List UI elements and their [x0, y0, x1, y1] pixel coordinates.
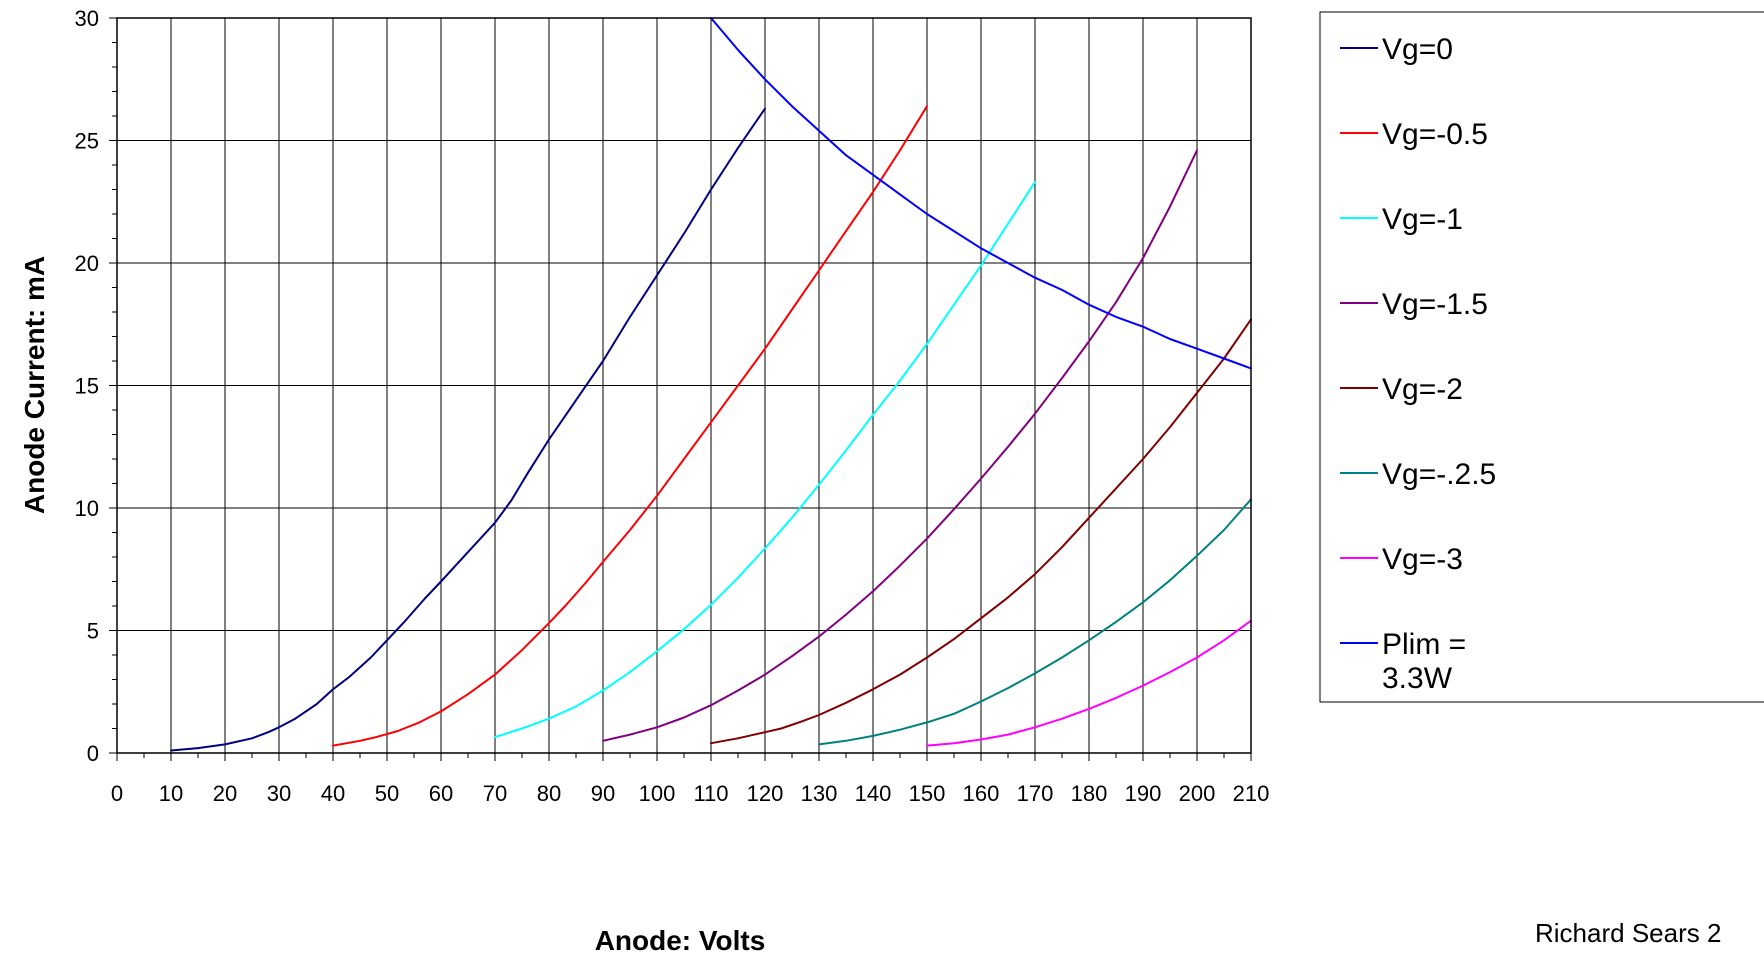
credit-text: Richard Sears 2	[1535, 918, 1721, 948]
x-tick-label: 120	[747, 781, 784, 806]
legend-label: Vg=-1.5	[1382, 288, 1488, 321]
x-tick-label: 100	[639, 781, 676, 806]
series-line-4	[710, 318, 1252, 745]
x-tick-label: 110	[693, 781, 728, 806]
x-tick-label: 20	[213, 781, 237, 806]
y-tick-label: 25	[75, 129, 99, 154]
y-axis-label: Anode Current: mA	[19, 256, 50, 514]
series-line-0	[170, 107, 766, 752]
series-lines	[170, 17, 1252, 752]
y-tick-label: 0	[87, 741, 99, 766]
legend-label: Vg=-2	[1382, 373, 1463, 406]
legend-label: Vg=-3	[1382, 543, 1463, 576]
x-tick-label: 0	[111, 781, 123, 806]
x-tick-label: 10	[159, 781, 183, 806]
x-tick-label: 80	[537, 781, 561, 806]
x-tick-label: 70	[483, 781, 507, 806]
y-tick-label: 15	[75, 374, 99, 399]
legend-box	[1319, 11, 1764, 703]
series-line-7	[710, 17, 1252, 370]
x-tick-label: 180	[1071, 781, 1108, 806]
axis-ticks	[109, 17, 1252, 761]
legend-label: Vg=0	[1382, 33, 1453, 66]
y-tick-label: 30	[75, 6, 99, 31]
x-tick-label: 170	[1017, 781, 1054, 806]
x-tick-labels: 0 10 20 30 40 50 60 70 80 90 100 110 120 130 140 150 160…	[111, 781, 1269, 806]
series-line-6	[926, 619, 1252, 747]
legend-label: Vg=-0.5	[1382, 118, 1488, 151]
legend-label: Plim = 3.3W	[1382, 628, 1466, 695]
x-tick-label: 190	[1125, 781, 1162, 806]
series-line-3	[602, 149, 1198, 742]
series-line-1	[332, 105, 928, 747]
x-tick-label: 30	[267, 781, 291, 806]
x-axis-label: Anode: Volts	[595, 925, 766, 956]
legend-label: Vg=-1	[1382, 203, 1463, 236]
x-tick-label: 130	[801, 781, 838, 806]
x-tick-label: 50	[375, 781, 399, 806]
y-tick-labels: 0 5 10 15 20 25 30	[75, 6, 99, 766]
y-tick-label: 20	[75, 251, 99, 276]
series-line-5	[818, 498, 1252, 746]
x-tick-label: 210	[1233, 781, 1270, 806]
x-tick-label: 140	[855, 781, 892, 806]
legend-label: Vg=-.2.5	[1382, 458, 1496, 491]
series-line-2	[494, 181, 1036, 739]
y-tick-label: 10	[75, 496, 99, 521]
y-tick-label: 5	[87, 619, 99, 644]
x-tick-label: 60	[429, 781, 453, 806]
x-tick-label: 90	[591, 781, 615, 806]
x-tick-label: 160	[963, 781, 1000, 806]
x-tick-label: 40	[321, 781, 345, 806]
x-tick-label: 200	[1179, 781, 1216, 806]
x-tick-label: 150	[909, 781, 946, 806]
legend: Vg=0 Vg=-0.5 Vg=-1 Vg=-1.5 Vg=-2 Vg=-.2.5 Vg=-…	[1340, 33, 1496, 695]
